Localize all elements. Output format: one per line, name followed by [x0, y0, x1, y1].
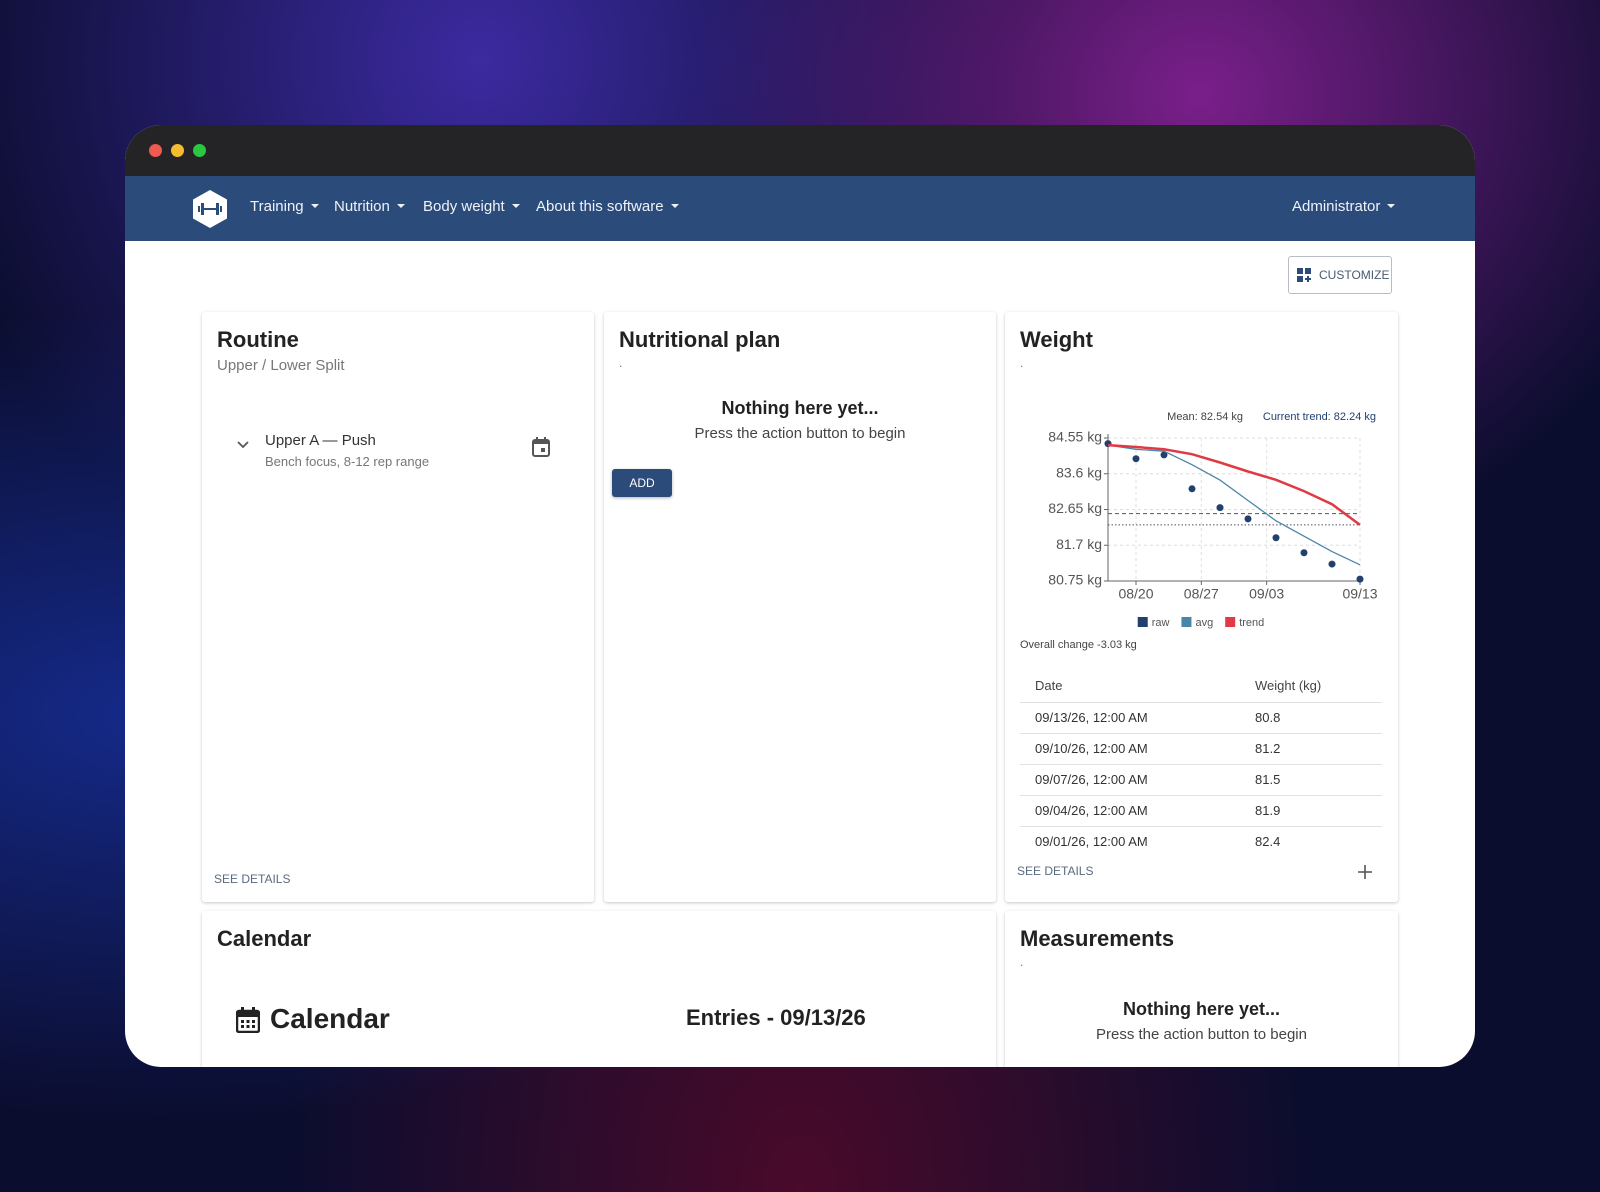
raw-point	[1160, 451, 1168, 459]
table-header: Date	[1035, 678, 1063, 693]
x-tick-label: 09/03	[1249, 586, 1284, 602]
card-title: Measurements	[1020, 926, 1175, 951]
minimize-button[interactable]	[171, 144, 184, 157]
overall-change: Overall change -3.03 kg	[1020, 639, 1137, 651]
nav-training[interactable]: Training	[250, 198, 319, 215]
table-header-line	[1020, 702, 1382, 703]
calendar-entries: Entries - 09/13/26	[686, 1005, 866, 1030]
table-row-line	[1020, 733, 1382, 734]
add-weight-button[interactable]	[1358, 865, 1372, 879]
measurements-card: Measurements . Nothing here yet... Press…	[1005, 911, 1398, 1067]
calendar-heading: Calendar	[270, 1003, 390, 1034]
add-button[interactable]: ADD	[612, 469, 672, 497]
table-cell: 09/01/26, 12:00 AM	[1035, 834, 1148, 849]
expand-chevron[interactable]	[236, 440, 250, 450]
nav-nutrition[interactable]: Nutrition	[334, 198, 405, 215]
table-cell: 82.4	[1255, 834, 1281, 849]
raw-point	[1356, 575, 1364, 583]
x-tick-label: 09/13	[1342, 586, 1377, 602]
nav-user[interactable]: Administrator	[1292, 198, 1395, 215]
customize-icon	[1297, 268, 1311, 282]
table-cell: 81.2	[1255, 741, 1281, 756]
table-cell: 09/13/26, 12:00 AM	[1035, 710, 1148, 725]
x-tick-label: 08/27	[1184, 586, 1219, 602]
close-button[interactable]	[149, 144, 162, 157]
calendar-icon[interactable]	[532, 437, 550, 457]
trend-line	[1107, 443, 1361, 526]
routine-day-subtitle: Bench focus, 8-12 rep range	[265, 454, 430, 469]
title-bar	[125, 125, 1475, 176]
table-row-line	[1020, 826, 1382, 827]
table-cell: 80.8	[1255, 710, 1281, 725]
card-title: Weight	[1020, 327, 1093, 352]
browser-window: Training Nutrition Body weight About thi…	[125, 125, 1475, 1067]
empty-text: Press the action button to begin	[1096, 1026, 1307, 1043]
raw-point	[1300, 549, 1308, 557]
table-cell: 09/07/26, 12:00 AM	[1035, 772, 1148, 787]
customize-button[interactable]: CUSTOMIZE	[1288, 256, 1392, 294]
calendar-card: Calendar Calendar Entries - 09/13/26	[202, 911, 996, 1067]
table-cell: 09/10/26, 12:00 AM	[1035, 741, 1148, 756]
card-subtitle: Upper / Lower Split	[217, 357, 345, 374]
table-header: Weight (kg)	[1255, 678, 1322, 693]
legend-label: avg	[1195, 617, 1213, 629]
table-cell: 81.5	[1255, 772, 1281, 787]
reference-label: Current trend: 82.24 kg	[1263, 411, 1376, 423]
avg-line	[1107, 444, 1361, 566]
legend-label: trend	[1239, 617, 1264, 629]
raw-point	[1328, 560, 1336, 568]
weight-card: Weight . 80.75 kg 81.7 kg 82.65 kg 83.6 kg 8…	[1005, 312, 1398, 902]
y-tick-label: 81.7 kg	[1056, 536, 1102, 552]
empty-title: Nothing here yet...	[721, 398, 879, 418]
maximize-button[interactable]	[193, 144, 206, 157]
nav-about[interactable]: About this software	[536, 198, 679, 215]
nutrition-card: Nutritional plan . Nothing here yet... P…	[604, 312, 996, 902]
empty-text: Press the action button to begin	[694, 425, 906, 442]
y-tick-label: 84.55 kg	[1048, 429, 1102, 445]
card-subtitle: .	[619, 356, 623, 370]
card-title: Calendar	[217, 926, 312, 951]
navbar: Training Nutrition Body weight About thi…	[125, 176, 1475, 241]
routine-card: Routine Upper / Lower Split Upper A — Pu…	[202, 312, 594, 902]
empty-title: Nothing here yet...	[1122, 999, 1281, 1019]
raw-point	[1132, 455, 1140, 463]
table-row-line	[1020, 764, 1382, 765]
y-tick-label: 82.65 kg	[1048, 500, 1102, 516]
see-details-link[interactable]: SEE DETAILS	[1017, 864, 1094, 878]
legend-swatch	[1181, 617, 1192, 627]
table-cell: 81.9	[1255, 803, 1281, 818]
card-subtitle: .	[1020, 955, 1024, 969]
table-row-line	[1020, 795, 1382, 796]
y-tick-label: 83.6 kg	[1056, 464, 1102, 480]
legend-swatch	[1225, 617, 1236, 627]
y-tick-label: 80.75 kg	[1048, 572, 1102, 588]
card-title: Nutritional plan	[619, 327, 781, 352]
card-title: Routine	[217, 327, 299, 352]
raw-point	[1216, 504, 1224, 512]
see-details-link[interactable]: SEE DETAILS	[214, 872, 291, 886]
legend-swatch	[1137, 617, 1148, 627]
nav-body-weight[interactable]: Body weight	[423, 198, 520, 215]
routine-day-title[interactable]: Upper A — Push	[265, 432, 376, 449]
card-subtitle: .	[1020, 356, 1024, 370]
table-cell: 09/04/26, 12:00 AM	[1035, 803, 1148, 818]
legend-label: raw	[1152, 617, 1170, 629]
customize-label: CUSTOMIZE	[1319, 268, 1390, 282]
calendar-heading-icon	[236, 1007, 260, 1033]
raw-point	[1272, 534, 1280, 542]
x-tick-label: 08/20	[1118, 586, 1153, 602]
weight-chart: 80.75 kg 81.7 kg 82.65 kg 83.6 kg 84.55 kg 08…	[1048, 411, 1377, 629]
raw-point	[1188, 485, 1196, 493]
raw-point	[1244, 515, 1252, 523]
logo[interactable]	[190, 189, 230, 229]
weight-table: Date Weight (kg) 09/13/26, 12:00 AM 80.8 09/…	[1005, 662, 1398, 862]
reference-label: Mean: 82.54 kg	[1167, 411, 1243, 423]
